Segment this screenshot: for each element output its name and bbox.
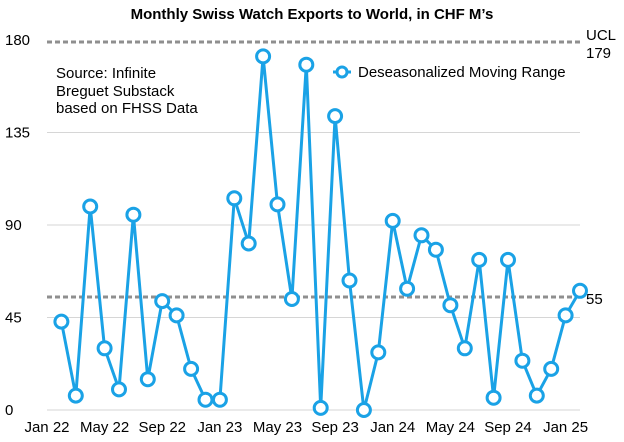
reference-line-label: UCL [586, 27, 616, 44]
data-point [355, 402, 372, 418]
data-point [283, 291, 300, 307]
data-point [528, 387, 545, 404]
y-tick-label: 90 [5, 217, 22, 234]
x-tick-label: May 23 [253, 419, 302, 436]
x-tick-label: Sep 23 [311, 419, 359, 436]
data-point [154, 293, 171, 310]
series [53, 48, 588, 418]
x-tick-label: Jan 25 [543, 419, 588, 436]
legend-marker-icon [335, 65, 349, 79]
data-point [557, 307, 574, 324]
data-point [485, 389, 502, 406]
data-point [96, 340, 113, 357]
y-tick-labels: 0 45 90 135 180 [5, 32, 30, 419]
data-point [327, 108, 344, 125]
data-point [168, 307, 185, 324]
data-point [211, 391, 228, 408]
data-point [543, 360, 560, 377]
y-tick-label: 45 [5, 310, 22, 327]
reference-line-value: 55 [586, 291, 603, 308]
data-point [456, 340, 473, 357]
data-point [111, 381, 127, 398]
y-tick-label: 0 [5, 402, 13, 419]
source-annotation-line: based on FHSS Data [56, 100, 198, 117]
data-point [183, 360, 200, 377]
reference-line-value: 179 [586, 45, 611, 62]
source-annotation-line: Breguet Substack [56, 83, 175, 100]
data-point [240, 235, 257, 252]
data-point [370, 344, 387, 361]
x-tick-label: Jan 22 [24, 419, 69, 436]
data-point [298, 56, 315, 73]
x-tick-label: Jan 23 [197, 419, 242, 436]
data-point [53, 313, 70, 330]
data-point [139, 371, 156, 388]
source-annotation-line: Source: Infinite [56, 65, 156, 82]
legend-label: Deseasonalized Moving Range [358, 64, 566, 81]
data-point [312, 399, 329, 416]
data-point [341, 272, 358, 289]
legend: Deseasonalized Moving Range [333, 64, 566, 81]
data-point [500, 251, 516, 268]
data-point [125, 206, 142, 223]
data-point [427, 241, 444, 258]
chart-title: Monthly Swiss Watch Exports to World, in… [131, 6, 494, 23]
data-point [255, 48, 272, 65]
data-point [226, 190, 243, 207]
x-tick-label: May 22 [80, 419, 129, 436]
data-point [442, 297, 459, 314]
x-tick-label: Sep 24 [484, 419, 532, 436]
data-point [269, 196, 286, 213]
source-annotation: Source: Infinite Breguet Substack based … [56, 65, 198, 117]
data-point [514, 352, 531, 369]
data-point [572, 282, 588, 299]
x-tick-labels: Jan 22 May 22 Sep 22 Jan 23 May 23 Sep 23 Jan … [24, 419, 588, 436]
data-point [67, 387, 84, 404]
y-tick-label: 180 [5, 32, 30, 49]
y-tick-label: 135 [5, 125, 30, 142]
x-tick-label: Sep 22 [138, 419, 186, 436]
data-point [82, 198, 99, 215]
data-point [399, 280, 416, 297]
data-point [471, 251, 488, 268]
x-tick-label: May 24 [426, 419, 475, 436]
data-point [197, 391, 214, 408]
data-point [413, 227, 430, 244]
data-point [384, 212, 401, 229]
x-tick-label: Jan 24 [370, 419, 415, 436]
